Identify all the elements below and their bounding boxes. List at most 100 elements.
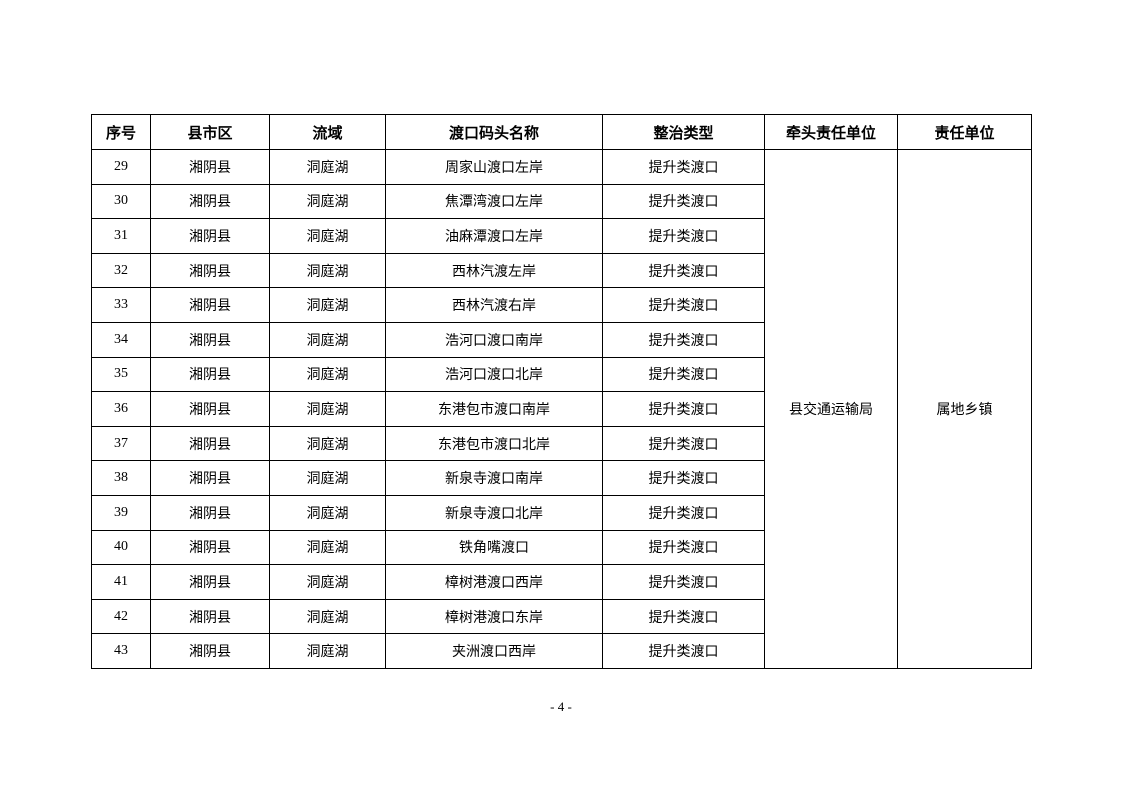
- cell-basin: 洞庭湖: [269, 321, 386, 358]
- table-row: 40 湘阴县 洞庭湖 铁角嘴渡口 提升类渡口: [91, 529, 1032, 566]
- header-col-index: 序号: [91, 114, 151, 150]
- cell-county: 湘阴县: [150, 183, 270, 220]
- cell-type: 提升类渡口: [602, 356, 765, 393]
- cell-type: 提升类渡口: [602, 494, 765, 531]
- cell-ferry-name: 西林汽渡左岸: [385, 252, 603, 289]
- cell-type: 提升类渡口: [602, 218, 765, 254]
- cell-index: 35: [91, 356, 151, 393]
- ferry-table: 序号 县市区 流域 渡口码头名称 整治类型 牵头责任单位 责任单位 29 湘阴县 洞庭湖 周家山渡…: [91, 114, 1032, 669]
- table-row: 41 湘阴县 洞庭湖 樟树港渡口西岸 提升类渡口: [91, 564, 1032, 600]
- cell-ferry-name: 油麻潭渡口左岸: [385, 218, 603, 254]
- cell-ferry-name: 东港包市渡口北岸: [385, 425, 603, 462]
- cell-index: 36: [91, 391, 151, 427]
- cell-index: 43: [91, 633, 151, 669]
- table-row: 33 湘阴县 洞庭湖 西林汽渡右岸 提升类渡口: [91, 287, 1032, 323]
- header-col-lead-unit: 牵头责任单位: [764, 114, 898, 150]
- cell-type: 提升类渡口: [602, 425, 765, 462]
- header-col-type: 整治类型: [602, 114, 765, 150]
- cell-lead-unit: 县交通运输局: [764, 149, 898, 669]
- cell-index: 32: [91, 252, 151, 289]
- cell-type: 提升类渡口: [602, 287, 765, 323]
- cell-type: 提升类渡口: [602, 183, 765, 220]
- cell-county: 湘阴县: [150, 252, 270, 289]
- cell-ferry-name: 浩河口渡口南岸: [385, 321, 603, 358]
- cell-index: 39: [91, 494, 151, 531]
- cell-county: 湘阴县: [150, 598, 270, 635]
- header-col-responsible-unit: 责任单位: [897, 114, 1032, 150]
- cell-basin: 洞庭湖: [269, 218, 386, 254]
- cell-basin: 洞庭湖: [269, 149, 386, 185]
- table-row: 32 湘阴县 洞庭湖 西林汽渡左岸 提升类渡口: [91, 252, 1032, 289]
- cell-responsible-unit: 属地乡镇: [897, 149, 1032, 669]
- table-row: 39 湘阴县 洞庭湖 新泉寺渡口北岸 提升类渡口: [91, 494, 1032, 531]
- cell-type: 提升类渡口: [602, 321, 765, 358]
- table-header-row: 序号 县市区 流域 渡口码头名称 整治类型 牵头责任单位 责任单位: [91, 114, 1032, 150]
- cell-index: 29: [91, 149, 151, 185]
- cell-ferry-name: 樟树港渡口西岸: [385, 564, 603, 600]
- cell-county: 湘阴县: [150, 529, 270, 566]
- cell-basin: 洞庭湖: [269, 183, 386, 220]
- cell-county: 湘阴县: [150, 494, 270, 531]
- cell-county: 湘阴县: [150, 321, 270, 358]
- table-row: 38 湘阴县 洞庭湖 新泉寺渡口南岸 提升类渡口: [91, 460, 1032, 496]
- cell-county: 湘阴县: [150, 287, 270, 323]
- header-col-basin: 流域: [269, 114, 386, 150]
- cell-basin: 洞庭湖: [269, 633, 386, 669]
- cell-index: 33: [91, 287, 151, 323]
- cell-county: 湘阴县: [150, 425, 270, 462]
- cell-index: 34: [91, 321, 151, 358]
- cell-type: 提升类渡口: [602, 252, 765, 289]
- cell-ferry-name: 西林汽渡右岸: [385, 287, 603, 323]
- cell-index: 42: [91, 598, 151, 635]
- table-row: 35 湘阴县 洞庭湖 浩河口渡口北岸 提升类渡口: [91, 356, 1032, 393]
- table-row: 42 湘阴县 洞庭湖 樟树港渡口东岸 提升类渡口: [91, 598, 1032, 635]
- cell-index: 37: [91, 425, 151, 462]
- cell-index: 40: [91, 529, 151, 566]
- cell-county: 湘阴县: [150, 633, 270, 669]
- cell-basin: 洞庭湖: [269, 494, 386, 531]
- cell-index: 38: [91, 460, 151, 496]
- cell-ferry-name: 铁角嘴渡口: [385, 529, 603, 566]
- header-col-county: 县市区: [150, 114, 270, 150]
- cell-basin: 洞庭湖: [269, 252, 386, 289]
- cell-ferry-name: 夹洲渡口西岸: [385, 633, 603, 669]
- cell-ferry-name: 焦潭湾渡口左岸: [385, 183, 603, 220]
- cell-index: 31: [91, 218, 151, 254]
- cell-county: 湘阴县: [150, 391, 270, 427]
- cell-county: 湘阴县: [150, 564, 270, 600]
- cell-type: 提升类渡口: [602, 529, 765, 566]
- table-row: 29 湘阴县 洞庭湖 周家山渡口左岸 提升类渡口 县交通运输局 属地乡镇: [91, 149, 1032, 669]
- cell-basin: 洞庭湖: [269, 598, 386, 635]
- cell-type: 提升类渡口: [602, 460, 765, 496]
- cell-basin: 洞庭湖: [269, 529, 386, 566]
- cell-index: 30: [91, 183, 151, 220]
- cell-basin: 洞庭湖: [269, 287, 386, 323]
- cell-county: 湘阴县: [150, 356, 270, 393]
- cell-ferry-name: 新泉寺渡口南岸: [385, 460, 603, 496]
- cell-type: 提升类渡口: [602, 564, 765, 600]
- cell-type: 提升类渡口: [602, 598, 765, 635]
- cell-county: 湘阴县: [150, 218, 270, 254]
- cell-basin: 洞庭湖: [269, 391, 386, 427]
- cell-ferry-name: 浩河口渡口北岸: [385, 356, 603, 393]
- cell-basin: 洞庭湖: [269, 425, 386, 462]
- table-row: 31 湘阴县 洞庭湖 油麻潭渡口左岸 提升类渡口: [91, 218, 1032, 254]
- cell-type: 提升类渡口: [602, 633, 765, 669]
- table-row: 30 湘阴县 洞庭湖 焦潭湾渡口左岸 提升类渡口: [91, 183, 1032, 220]
- cell-type: 提升类渡口: [602, 149, 765, 185]
- cell-county: 湘阴县: [150, 460, 270, 496]
- cell-county: 湘阴县: [150, 149, 270, 185]
- cell-ferry-name: 樟树港渡口东岸: [385, 598, 603, 635]
- header-col-ferry-name: 渡口码头名称: [385, 114, 603, 150]
- cell-type: 提升类渡口: [602, 391, 765, 427]
- page-number: - 4 -: [550, 699, 572, 714]
- cell-index: 41: [91, 564, 151, 600]
- table-row: 43 湘阴县 洞庭湖 夹洲渡口西岸 提升类渡口: [91, 633, 1032, 669]
- table-row: 34 湘阴县 洞庭湖 浩河口渡口南岸 提升类渡口: [91, 321, 1032, 358]
- cell-ferry-name: 东港包市渡口南岸: [385, 391, 603, 427]
- cell-basin: 洞庭湖: [269, 460, 386, 496]
- cell-basin: 洞庭湖: [269, 564, 386, 600]
- cell-basin: 洞庭湖: [269, 356, 386, 393]
- cell-ferry-name: 周家山渡口左岸: [385, 149, 603, 185]
- cell-ferry-name: 新泉寺渡口北岸: [385, 494, 603, 531]
